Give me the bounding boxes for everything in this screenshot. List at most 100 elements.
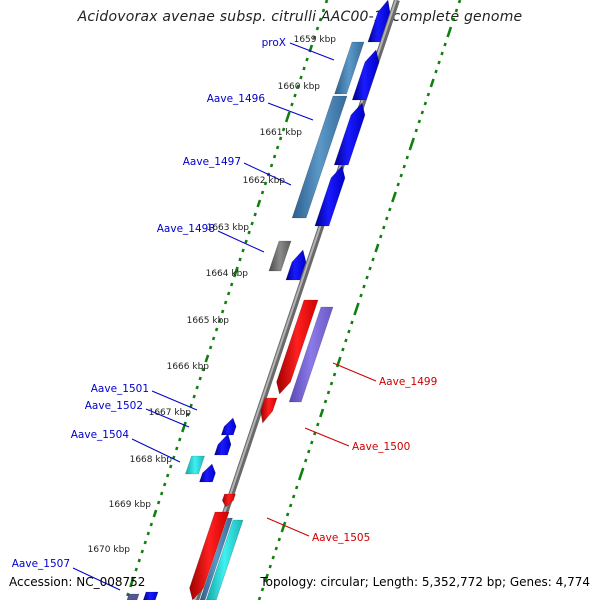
gc-outer-ring-segment: [279, 538, 280, 541]
gc-inner-ring-segment: [200, 377, 201, 380]
tick-label: 1660 kbp: [278, 82, 321, 92]
gc-outer-ring-segment: [389, 208, 390, 211]
feature-gene-aave-1507[interactable]: [127, 594, 139, 600]
gc-outer-ring-segment: [296, 486, 297, 489]
gc-inner-ring-segment: [258, 200, 260, 207]
feature-cds-aave-1507[interactable]: [143, 592, 158, 600]
gc-outer-ring-segment: [410, 138, 414, 150]
gc-outer-ring-segment: [308, 450, 309, 453]
gene-label-forward[interactable]: proX: [262, 37, 286, 49]
feature-pseudo-aave-1498[interactable]: [269, 241, 291, 271]
gc-inner-ring-segment: [167, 474, 168, 477]
gc-inner-ring-segment: [323, 9, 324, 12]
gc-outer-ring-segment: [273, 556, 274, 559]
gc-inner-ring-segment: [164, 483, 165, 486]
tick-label: 1664 kbp: [206, 269, 249, 279]
feature-cds-aave-1504[interactable]: [199, 464, 215, 482]
gc-outer-ring-segment: [367, 276, 368, 279]
gc-outer-ring-segment: [376, 244, 379, 252]
gc-inner-ring-segment: [161, 492, 162, 495]
gc-outer-ring-segment: [299, 468, 303, 480]
gc-outer-ring-segment: [448, 27, 451, 37]
gene-label-reverse[interactable]: Aave_1505: [312, 532, 370, 544]
gc-inner-ring-segment: [243, 249, 244, 252]
gc-inner-ring-segment: [304, 67, 305, 70]
gc-outer-ring-segment: [331, 382, 332, 385]
gc-outer-ring-segment: [439, 61, 440, 64]
feature-gene-aave-1504[interactable]: [185, 456, 204, 474]
gc-outer-ring-segment: [328, 391, 329, 394]
gc-outer-ring-segment: [282, 522, 285, 532]
gc-inner-ring-segment: [176, 447, 177, 450]
gc-outer-ring-segment: [370, 267, 371, 270]
gc-inner-ring-segment: [291, 103, 292, 106]
gc-inner-ring-segment: [277, 146, 278, 149]
gene-label-forward[interactable]: Aave_1504: [71, 429, 130, 441]
gc-inner-ring-segment: [191, 404, 192, 407]
gc-inner-ring-segment: [307, 58, 308, 61]
gene-label-forward[interactable]: Aave_1496: [207, 93, 266, 105]
gc-outer-ring-segment: [293, 495, 294, 498]
gc-inner-ring-segment: [274, 155, 275, 158]
gene-label-forward[interactable]: Aave_1507: [12, 558, 70, 570]
gc-inner-ring-segment: [225, 301, 226, 304]
gc-outer-ring-segment: [276, 547, 277, 550]
gene-label-reverse[interactable]: Aave_1500: [352, 441, 410, 453]
tick-label: 1662 kbp: [243, 176, 286, 186]
gc-inner-ring-segment: [154, 510, 156, 517]
leader-line: [333, 363, 376, 381]
gc-inner-ring-segment: [262, 191, 263, 194]
gc-inner-ring-segment: [136, 568, 137, 571]
gc-inner-ring-segment: [326, 0, 327, 3]
tick-label: 1661 kbp: [260, 128, 303, 138]
gc-inner-ring-segment: [151, 523, 152, 526]
gene-label-reverse[interactable]: Aave_1499: [379, 376, 437, 388]
gc-inner-ring-segment: [182, 422, 185, 432]
gc-outer-ring-segment: [361, 294, 362, 297]
tick-label: 1668 kbp: [130, 455, 173, 465]
gc-inner-ring-segment: [240, 258, 241, 261]
gc-inner-ring-segment: [206, 355, 208, 362]
gc-inner-ring-segment: [142, 550, 143, 553]
gc-outer-ring-segment: [404, 165, 405, 168]
gc-outer-ring-segment: [270, 565, 271, 568]
gene-label-forward[interactable]: Aave_1501: [91, 383, 149, 395]
genome-summary: Topology: circular; Length: 5,352,772 bp…: [260, 575, 590, 589]
gc-outer-ring-segment: [453, 18, 454, 21]
feature-cds-aave-1502[interactable]: [214, 434, 231, 455]
gc-outer-ring-segment: [325, 400, 326, 403]
gc-outer-ring-segment: [380, 235, 381, 238]
gc-outer-ring-segment: [345, 339, 346, 342]
gc-inner-ring-segment: [170, 465, 171, 468]
gene-label-forward[interactable]: Aave_1502: [85, 400, 143, 412]
gc-outer-ring-segment: [419, 120, 420, 123]
gc-inner-ring-segment: [301, 76, 302, 79]
gene-label-forward[interactable]: Aave_1498: [157, 223, 215, 235]
gc-inner-ring-segment: [179, 438, 180, 441]
gc-inner-ring-segment: [158, 501, 159, 504]
gc-outer-ring-segment: [436, 70, 437, 73]
gc-inner-ring-segment: [148, 532, 149, 535]
gc-outer-ring-segment: [407, 156, 408, 159]
gc-inner-ring-segment: [197, 386, 198, 389]
gc-outer-ring-segment: [386, 217, 387, 220]
gc-inner-ring-segment: [213, 337, 214, 340]
leader-line: [267, 518, 309, 536]
gc-inner-ring-segment: [210, 346, 211, 349]
gc-outer-ring-segment: [373, 258, 374, 261]
tick-label: 1666 kbp: [167, 362, 210, 372]
gc-outer-ring-segment: [428, 93, 429, 96]
gc-outer-ring-segment: [311, 441, 312, 444]
gc-inner-ring-segment: [255, 213, 256, 216]
feature-cds-aave-1501[interactable]: [221, 418, 236, 435]
gc-inner-ring-segment: [317, 27, 318, 30]
gc-outer-ring-segment: [425, 102, 426, 105]
tick-label: 1667 kbp: [149, 408, 192, 418]
gene-label-forward[interactable]: Aave_1497: [183, 156, 241, 168]
gc-outer-ring-segment: [431, 79, 434, 87]
gc-inner-ring-segment: [194, 395, 195, 398]
gc-outer-ring-segment: [398, 183, 399, 186]
gc-outer-ring-segment: [320, 409, 323, 417]
gc-outer-ring-segment: [442, 52, 443, 55]
gc-outer-ring-segment: [459, 0, 460, 3]
